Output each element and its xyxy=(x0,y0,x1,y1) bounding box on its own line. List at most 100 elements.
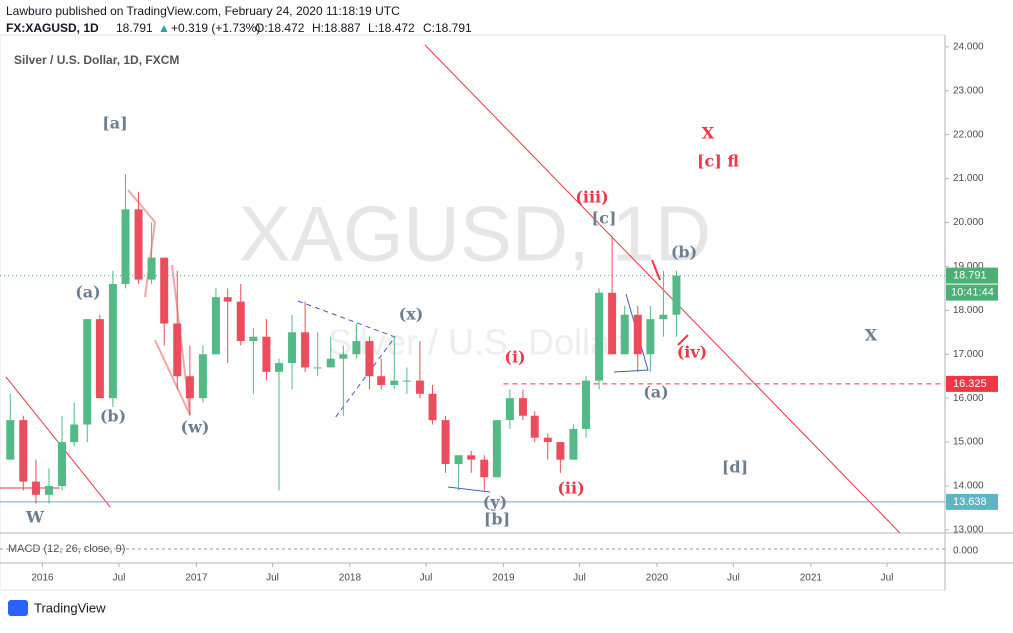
x-tick-label: Jul xyxy=(113,573,126,584)
wave-label: X xyxy=(702,124,715,143)
y-tick-label: 18.000 xyxy=(953,305,984,316)
candle-body xyxy=(339,354,348,359)
change: +0.319 (+1.73%) xyxy=(171,21,260,35)
x-tick-label: Jul xyxy=(727,573,740,584)
candle-body xyxy=(301,332,310,368)
candle-body xyxy=(352,341,361,355)
x-tick-label: Jul xyxy=(881,573,894,584)
ohlc-low: L:18.472 xyxy=(368,21,415,35)
wave-label: (b) xyxy=(100,407,126,426)
triangle xyxy=(297,300,396,419)
up-arrow: ▲ xyxy=(158,21,170,35)
x-tick-label: Jul xyxy=(266,573,279,584)
candle-body xyxy=(454,455,463,465)
candle-body xyxy=(428,393,437,421)
candle-body xyxy=(518,398,527,416)
candle-body xyxy=(365,341,374,377)
x-tick-label: 2017 xyxy=(185,573,208,584)
price-tag xyxy=(946,375,998,392)
trend-line xyxy=(5,376,111,508)
price-tag xyxy=(946,267,998,284)
candle-body xyxy=(173,323,182,377)
price: 18.791 xyxy=(116,21,153,35)
candle-body xyxy=(58,442,67,487)
logo-icon xyxy=(8,600,28,616)
candle-body xyxy=(313,367,322,369)
candle-body xyxy=(415,380,424,394)
candle-body xyxy=(672,275,681,315)
wave-label: [c] xyxy=(592,209,617,228)
wave-label: X xyxy=(865,326,878,345)
x-tick-label: 2018 xyxy=(339,573,362,584)
y-tick-label: 19.000 xyxy=(953,261,984,272)
candle-body xyxy=(262,336,271,372)
ohlc-open: O:18.472 xyxy=(255,21,305,35)
x-tick-label: 2020 xyxy=(646,573,669,584)
wave-label: W xyxy=(25,508,45,527)
chart-title: Silver / U.S. Dollar, 1D, FXCM xyxy=(14,53,179,67)
trend-line xyxy=(424,44,901,534)
macd-tick-label: 0.000 xyxy=(953,546,978,557)
candle-body xyxy=(608,292,617,355)
candle-body xyxy=(505,398,514,421)
candle-body xyxy=(236,301,245,342)
candle-body xyxy=(620,314,629,355)
candle-body xyxy=(185,376,194,399)
candle-body xyxy=(390,380,399,386)
candle-body xyxy=(556,442,565,460)
candle-body xyxy=(633,314,642,355)
candle-body xyxy=(492,420,501,478)
trend-line xyxy=(447,486,491,493)
candle-body xyxy=(582,380,591,429)
candle-body xyxy=(326,358,335,368)
wave-label: [b] xyxy=(484,510,510,529)
y-tick-label: 21.000 xyxy=(953,173,984,184)
y-tick-label: 14.000 xyxy=(953,481,984,492)
wave-label: [a] xyxy=(102,114,128,133)
symbol: FX:XAGUSD, 1D xyxy=(6,21,99,35)
candle-body xyxy=(595,292,604,381)
macd-label: MACD (12, 26, close, 9) xyxy=(8,543,125,555)
y-tick-label: 13.000 xyxy=(953,525,984,536)
y-tick-label: 17.000 xyxy=(953,349,984,360)
y-tick-label: 23.000 xyxy=(953,85,984,96)
y-tick-label: 16.000 xyxy=(953,393,984,404)
candle-body xyxy=(480,459,489,478)
ohlc-close: C:18.791 xyxy=(423,21,472,35)
candle-body xyxy=(223,297,232,302)
wave-label: (b) xyxy=(671,243,697,262)
candle-body xyxy=(6,420,15,460)
ohlc-high: H:18.887 xyxy=(312,21,361,35)
wave-label: (a) xyxy=(643,383,669,402)
wave-label: (x) xyxy=(399,305,424,324)
plot-frame xyxy=(0,34,946,591)
candle-body xyxy=(108,284,117,399)
marker xyxy=(651,259,661,281)
wave-label: (iii) xyxy=(575,188,608,207)
price-tag xyxy=(946,493,998,510)
x-tick-label: 2016 xyxy=(31,573,54,584)
countdown-tag xyxy=(946,284,998,301)
candle-body xyxy=(83,319,92,425)
candle-body xyxy=(249,336,258,342)
candle-body xyxy=(467,455,476,460)
watermark-sub: Silver / U.S. Dollar xyxy=(328,322,622,363)
candle-body xyxy=(211,297,220,355)
y-tick-label: 20.000 xyxy=(953,217,984,228)
candle-body xyxy=(19,420,28,482)
marker xyxy=(677,334,689,346)
candle-body xyxy=(288,332,297,364)
candle-body xyxy=(659,314,668,320)
price-tag-label: 16.325 xyxy=(953,378,987,390)
y-tick-label: 24.000 xyxy=(953,41,984,52)
price-tag-label: 18.791 xyxy=(953,270,987,282)
x-tick-label: 2021 xyxy=(800,573,823,584)
candle-body xyxy=(134,209,143,280)
wave-label: (y) xyxy=(483,493,507,512)
candle-body xyxy=(530,415,539,438)
candle-body xyxy=(377,376,386,386)
candle-body xyxy=(402,380,411,382)
wave-label: (i) xyxy=(504,348,525,367)
candle-body xyxy=(121,209,130,284)
